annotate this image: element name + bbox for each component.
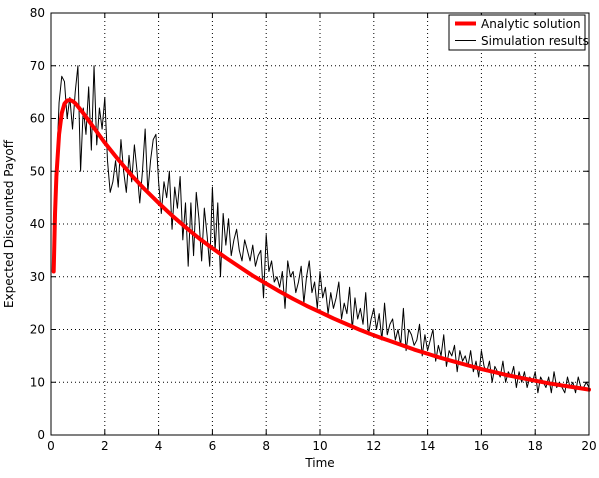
legend: Analytic solution Simulation results — [448, 14, 589, 51]
legend-box — [448, 14, 586, 51]
x-tick-label: 2 — [101, 439, 109, 453]
x-tick-label: 16 — [474, 439, 489, 453]
y-tick-label: 70 — [30, 59, 45, 73]
x-tick-label: 20 — [581, 439, 596, 453]
y-tick-label: 0 — [37, 428, 45, 442]
x-tick-label: 6 — [209, 439, 217, 453]
x-tick-label: 18 — [528, 439, 543, 453]
y-tick-label: 10 — [30, 375, 45, 389]
x-tick-label: 8 — [262, 439, 270, 453]
axis-ticks: 0 2 4 6 8 10 12 14 16 18 20 0 10 20 30 40 50 60 70 80 — [30, 6, 597, 453]
x-tick-label: 10 — [312, 439, 327, 453]
grid — [51, 13, 589, 435]
legend-label-analytic: Analytic solution — [481, 17, 581, 31]
y-tick-label: 20 — [30, 323, 45, 337]
x-tick-label: 4 — [155, 439, 163, 453]
series-layer — [51, 65, 591, 394]
x-tick-label: 0 — [47, 439, 55, 453]
x-tick-label: 12 — [366, 439, 381, 453]
y-tick-label: 40 — [30, 217, 45, 231]
y-tick-label: 60 — [30, 112, 45, 126]
y-tick-label: 30 — [30, 270, 45, 284]
simulation-results-line — [53, 65, 590, 394]
y-tick-label: 50 — [30, 164, 45, 178]
legend-label-simulation: Simulation results — [481, 34, 589, 48]
x-axis-title: Time — [304, 456, 334, 470]
y-tick-label: 80 — [30, 6, 45, 20]
y-axis-title: Expected Discounted Payoff — [2, 139, 16, 308]
analytic-solution-line — [51, 98, 591, 392]
x-tick-label: 14 — [420, 439, 435, 453]
